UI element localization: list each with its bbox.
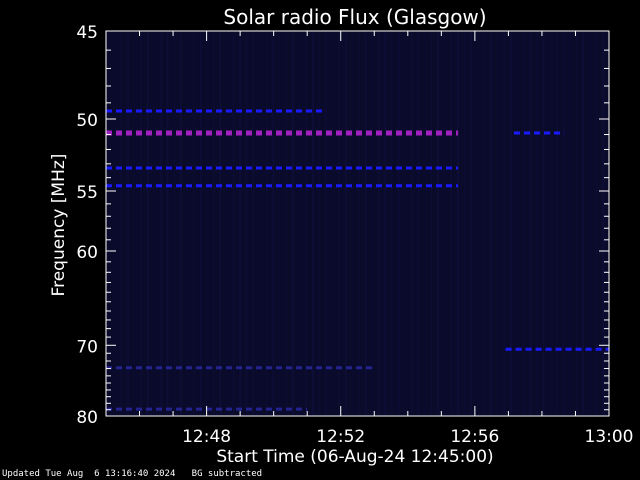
noise-streak (305, 33, 307, 414)
noise-streak (384, 33, 387, 414)
noise-streak (477, 33, 479, 414)
y-tick-label: 70 (76, 337, 98, 357)
noise-streak (206, 33, 208, 414)
noise-streak (226, 33, 228, 414)
noise-streak (246, 33, 248, 414)
noise-streak (536, 33, 538, 414)
noise-streak (490, 33, 492, 414)
noise-streak (186, 33, 189, 414)
y-tick-label: 80 (76, 408, 98, 428)
noise-streak (444, 33, 446, 414)
noise-streak (285, 33, 288, 414)
y-tick-label: 50 (76, 111, 98, 131)
noise-streak (265, 33, 268, 414)
noise-streak (496, 33, 499, 414)
x-tick-label: 12:48 (182, 427, 231, 447)
y-tick-label: 55 (76, 183, 98, 203)
noise-streak (312, 33, 314, 414)
noise-streak (272, 33, 274, 414)
y-axis-label: Frequency [MHz] (49, 154, 69, 297)
noise-streak (259, 33, 261, 414)
noise-streak (232, 33, 235, 414)
noise-streak (595, 33, 598, 414)
noise-streak (411, 33, 413, 414)
noise-streak (543, 33, 545, 414)
noise-streak (239, 33, 241, 414)
noise-streak (378, 33, 380, 414)
noise-streak (166, 33, 169, 414)
noise-streak (127, 33, 129, 414)
noise-streak (199, 33, 202, 414)
noise-streak (345, 33, 347, 414)
noise-streak (437, 33, 439, 414)
noise-streak (430, 33, 433, 414)
noise-streak (582, 33, 585, 414)
updated-timestamp: Updated Tue Aug 6 13:16:40 2024 (2, 469, 176, 479)
noise-streak (279, 33, 281, 414)
noise-streak (160, 33, 162, 414)
noise-streak (213, 33, 215, 414)
noise-streak (549, 33, 552, 414)
noise-streak (325, 33, 327, 414)
noise-streak (510, 33, 512, 414)
noise-streak (470, 33, 472, 414)
x-axis-label: Start Time (06-Aug-24 12:45:00) (216, 447, 493, 467)
noise-streak (523, 33, 525, 414)
noise-streak (562, 33, 565, 414)
noise-streak (133, 33, 136, 414)
noise-streak (358, 33, 360, 414)
x-tick-label: 12:52 (316, 427, 365, 447)
noise-streak (371, 33, 373, 414)
noise-streak (576, 33, 578, 414)
noise-streak (391, 33, 393, 414)
noise-streak (219, 33, 222, 414)
noise-streak (318, 33, 321, 414)
chart-title: Solar radio Flux (Glasgow) (223, 5, 486, 29)
noise-streak (298, 33, 301, 414)
noise-streak (292, 33, 294, 414)
noise-streak (589, 33, 591, 414)
plot-area (106, 31, 609, 416)
noise-streak (516, 33, 519, 414)
noise-streak (193, 33, 195, 414)
x-tick-label: 12:56 (450, 427, 499, 447)
y-tick-label: 45 (76, 23, 98, 43)
bg-subtracted-note: BG subtracted (191, 469, 263, 479)
y-tick-label: 60 (76, 243, 98, 263)
x-tick-label: 13:00 (585, 427, 634, 447)
noise-streak (457, 33, 459, 414)
plot-frame (105, 30, 610, 417)
noise-streak (147, 33, 149, 414)
noise-streak (404, 33, 406, 414)
noise-streak (153, 33, 156, 414)
spectrogram-field (106, 31, 609, 416)
noise-streak (351, 33, 354, 414)
noise-streak (140, 33, 142, 414)
footer: Updated Tue Aug 6 13:16:40 2024 BG subtr… (2, 469, 262, 479)
noise-streak (463, 33, 466, 414)
noise-streak (397, 33, 400, 414)
noise-streak (417, 33, 420, 414)
noise-streak (331, 33, 334, 414)
noise-streak (364, 33, 367, 414)
noise-streak (503, 33, 505, 414)
noise-streak (173, 33, 175, 414)
noise-streak (483, 33, 486, 414)
axes: 45 50 55 60 70 80 12:48 12:52 12:56 13:00 (76, 23, 633, 447)
noise-streak (602, 33, 604, 414)
noise-streak (180, 33, 182, 414)
noise-streak (424, 33, 426, 414)
noise-streak (450, 33, 453, 414)
noise-streak (529, 33, 532, 414)
noise-streak (114, 33, 116, 414)
noise-streak (252, 33, 255, 414)
noise-streak (338, 33, 340, 414)
noise-streak (556, 33, 558, 414)
noise-streak (569, 33, 571, 414)
noise-streak (120, 33, 123, 414)
